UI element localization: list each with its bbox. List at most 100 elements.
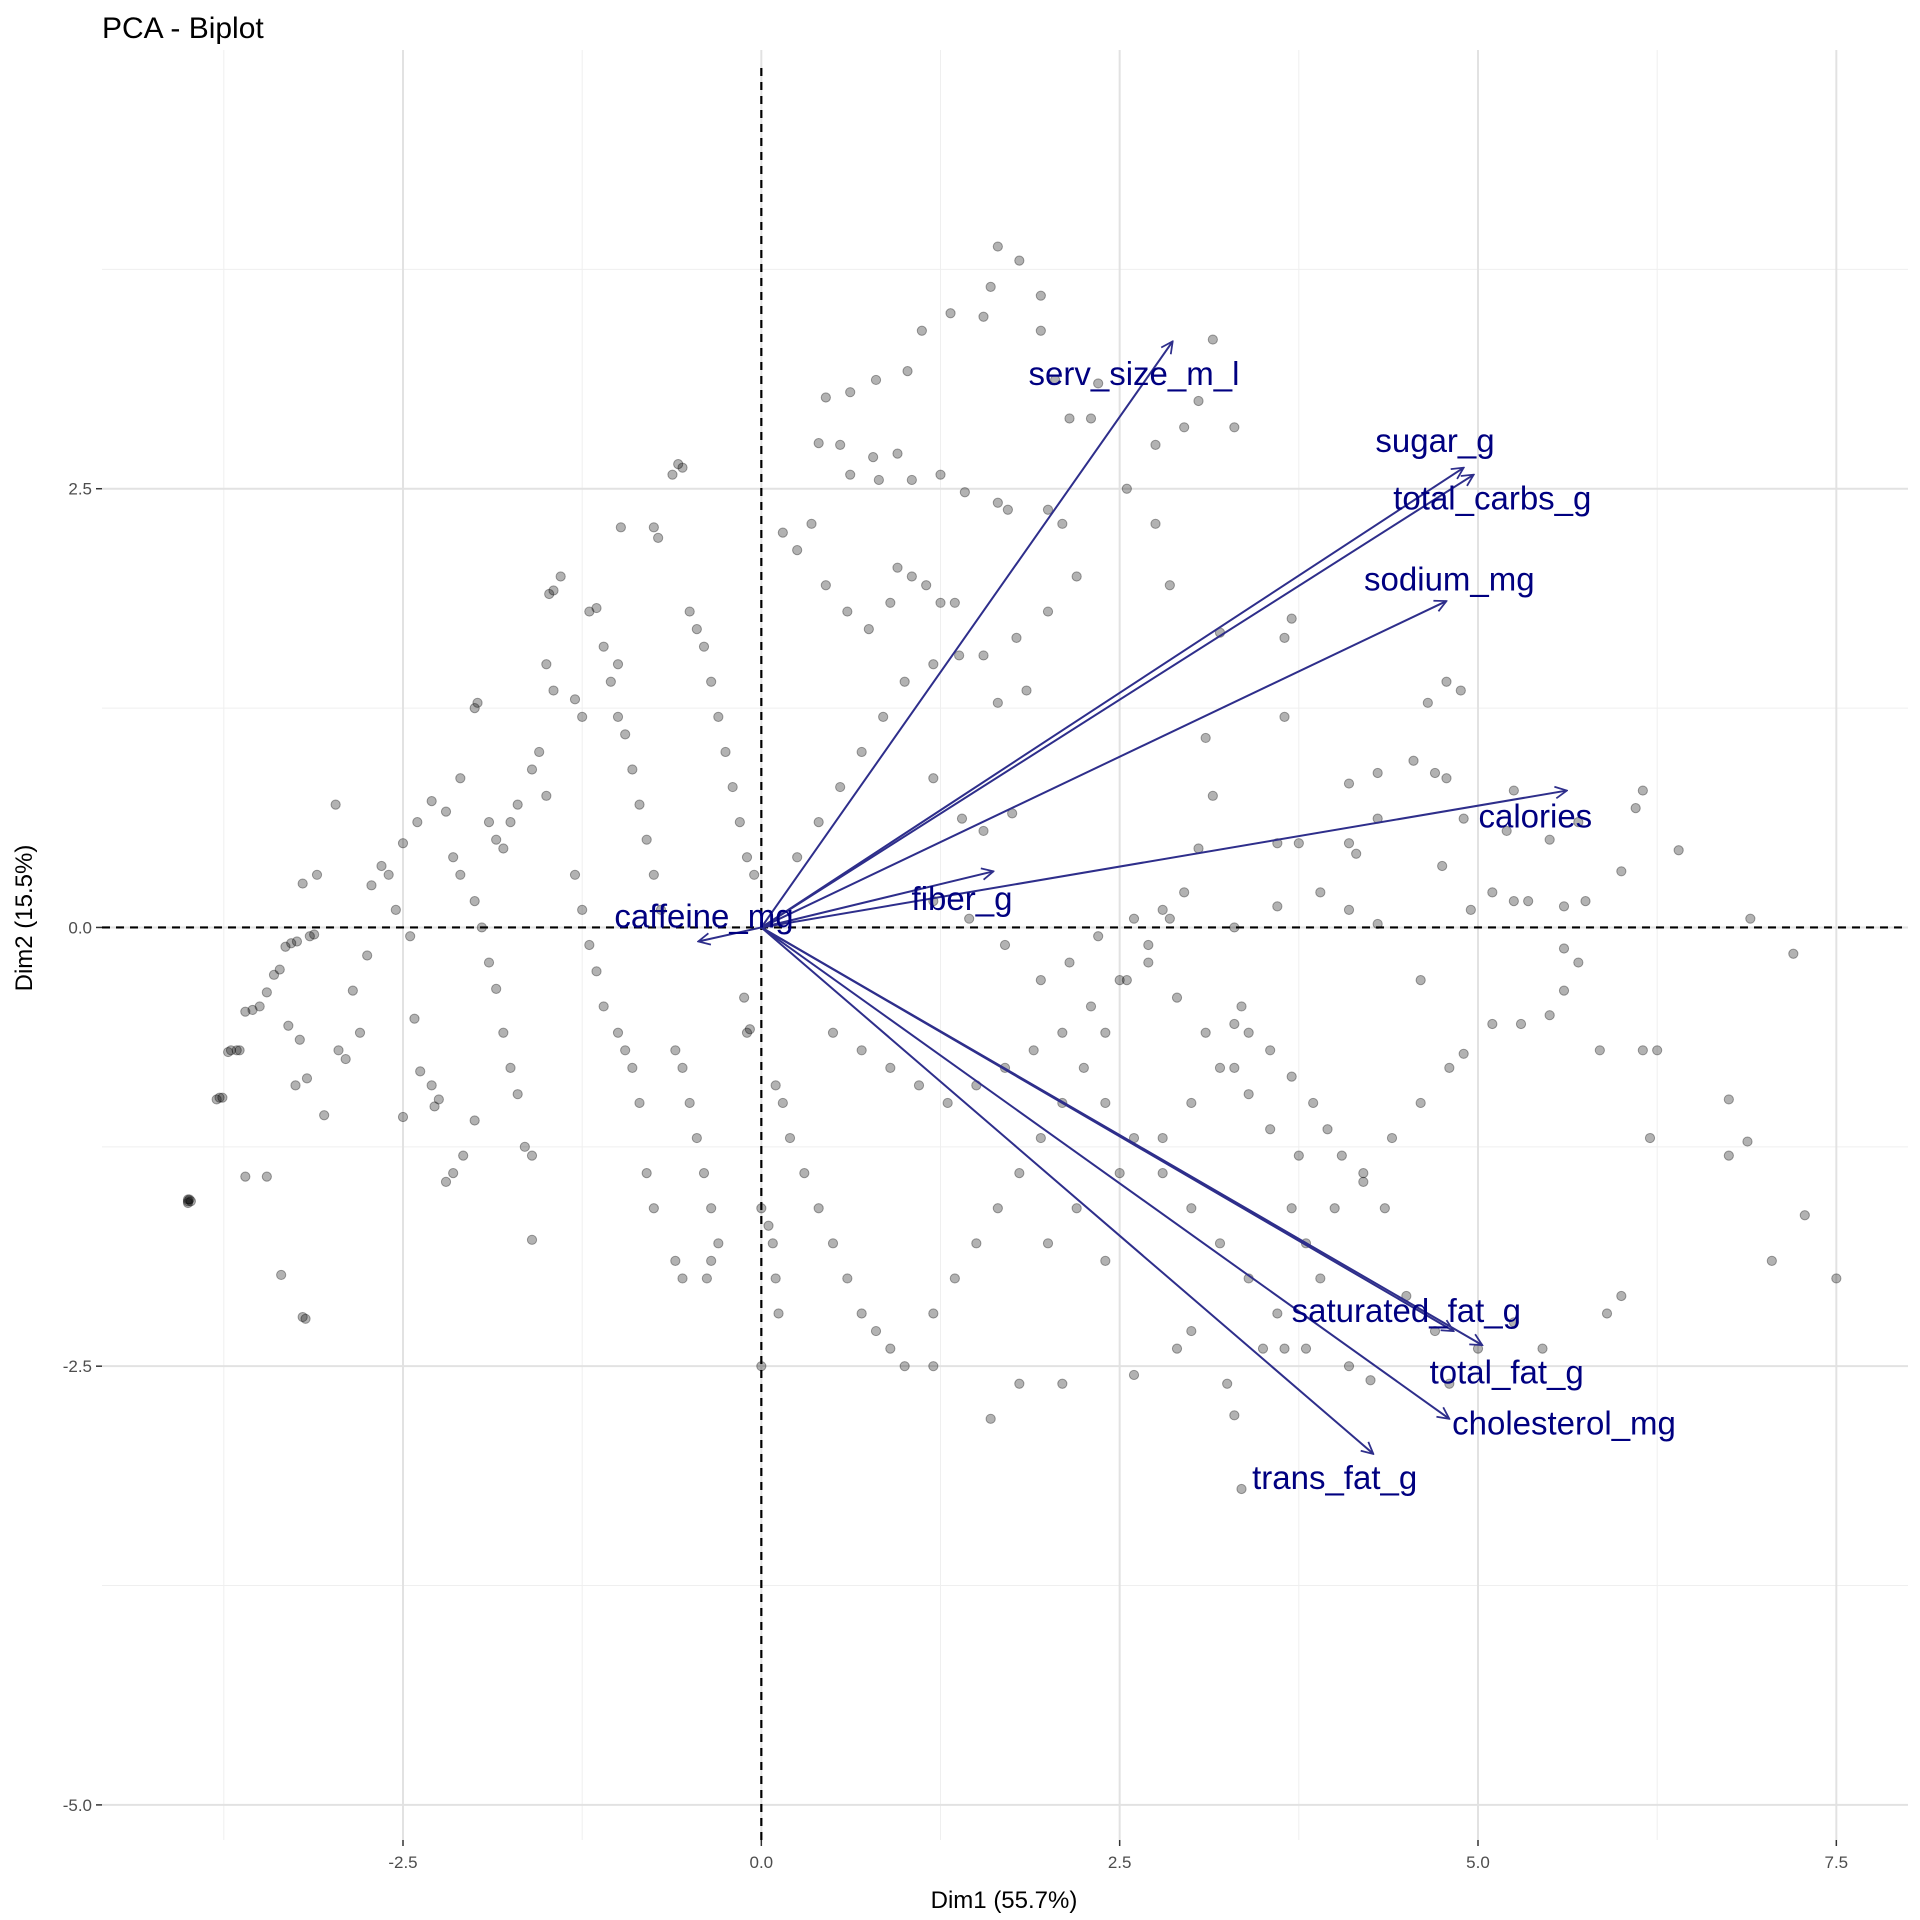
data-point (333, 1045, 344, 1056)
data-point (426, 1080, 437, 1091)
data-point (185, 1196, 196, 1207)
data-point (928, 773, 939, 784)
data-point (429, 1101, 440, 1112)
data-point (397, 1111, 409, 1123)
data-point (1465, 904, 1476, 916)
label-serv_size_m_l: serv_size_m_l (1029, 355, 1240, 392)
data-point (274, 964, 285, 975)
data-point (1594, 1045, 1605, 1056)
data-point (409, 1013, 420, 1024)
data-point (347, 985, 358, 996)
data-point (612, 659, 624, 670)
data-point (319, 1110, 330, 1121)
data-point (928, 1308, 939, 1319)
data-point (544, 588, 555, 600)
data-point (261, 987, 272, 998)
data-point (741, 852, 753, 863)
x-tick-label: -2.5 (388, 1853, 417, 1872)
data-point (856, 746, 867, 758)
data-point (1766, 1255, 1777, 1266)
data-point (767, 1238, 778, 1249)
data-point (254, 1001, 265, 1012)
data-point (1293, 838, 1304, 849)
data-point (827, 1238, 839, 1249)
data-point (670, 1255, 681, 1266)
data-point (971, 1238, 982, 1249)
data-point (1243, 1027, 1254, 1038)
data-point (845, 387, 856, 398)
data-point (1343, 1361, 1355, 1372)
x-tick-label: 0.0 (750, 1853, 774, 1872)
data-point (1057, 518, 1068, 529)
data-point (885, 1343, 896, 1354)
data-point (182, 1197, 194, 1209)
data-point (648, 869, 659, 880)
data-point (1487, 887, 1498, 898)
data-point (383, 869, 394, 880)
data-point (426, 795, 437, 807)
data-point (483, 817, 495, 828)
data-point (1150, 439, 1161, 450)
data-point (1171, 1343, 1183, 1354)
data-point (978, 311, 989, 322)
data-point (469, 702, 480, 714)
data-point (512, 799, 523, 810)
data-point (684, 1097, 695, 1109)
data-point (598, 641, 609, 652)
data-point (1315, 1273, 1326, 1284)
data-point (770, 1273, 781, 1284)
data-point (677, 1273, 688, 1284)
data-point (1365, 1375, 1376, 1386)
data-point (469, 896, 480, 907)
data-point (1243, 1089, 1254, 1100)
data-point (1558, 943, 1570, 954)
data-point (885, 1062, 896, 1073)
data-point (1279, 1343, 1290, 1354)
data-point (1644, 1132, 1656, 1144)
data-point (301, 1073, 313, 1084)
data-point (916, 325, 927, 336)
data-point (1537, 1343, 1548, 1354)
data-point (526, 1234, 538, 1245)
data-point (992, 241, 1003, 252)
data-point (1315, 887, 1326, 898)
data-point (799, 1168, 810, 1179)
data-point (1455, 685, 1466, 696)
data-point (1286, 613, 1297, 624)
data-point (1064, 957, 1075, 968)
data-point (620, 1045, 631, 1056)
data-point (1279, 711, 1290, 722)
data-point (1042, 1238, 1054, 1249)
data-point (217, 1092, 228, 1103)
data-point (1300, 1343, 1312, 1354)
data-point (225, 1045, 237, 1056)
data-point (734, 817, 745, 828)
data-point (1265, 1045, 1276, 1056)
data-point (555, 571, 566, 582)
data-point (906, 571, 917, 582)
data-point (519, 1141, 530, 1152)
data-point (1487, 1018, 1498, 1030)
data-point (870, 1325, 882, 1337)
data-point (792, 545, 803, 556)
data-point (842, 1273, 853, 1284)
data-point (1143, 939, 1154, 951)
data-point (1035, 325, 1046, 336)
data-point (1157, 904, 1168, 916)
data-point (1042, 606, 1054, 617)
data-point (928, 1361, 939, 1372)
label-total_fat_g: total_fat_g (1430, 1354, 1584, 1391)
y-axis-title: Dim2 (15.5%) (11, 845, 38, 992)
data-point (1171, 992, 1183, 1003)
data-point (1286, 1071, 1297, 1082)
data-point (1458, 1048, 1469, 1059)
data-point (541, 659, 552, 670)
data-point (627, 764, 638, 775)
data-point (1114, 974, 1125, 986)
data-point (1035, 290, 1046, 301)
data-point (1128, 913, 1140, 924)
data-point (899, 676, 910, 687)
data-point (397, 838, 409, 849)
data-point (1573, 957, 1584, 968)
label-sodium_mg: sodium_mg (1364, 560, 1535, 597)
